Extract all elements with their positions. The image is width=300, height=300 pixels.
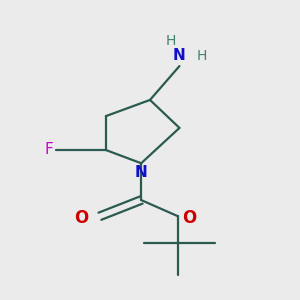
Text: F: F bbox=[44, 142, 53, 158]
Text: N: N bbox=[173, 48, 186, 63]
Text: H: H bbox=[165, 34, 176, 48]
Text: O: O bbox=[74, 209, 88, 227]
Text: O: O bbox=[182, 209, 197, 227]
Text: N: N bbox=[135, 165, 148, 180]
Text: H: H bbox=[197, 49, 208, 63]
